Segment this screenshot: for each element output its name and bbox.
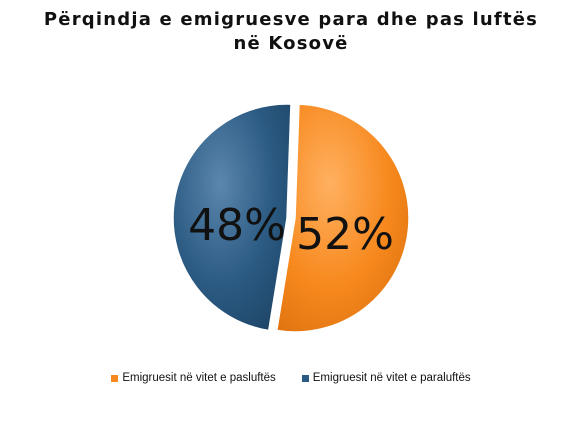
legend-label-paraluftes: Emigruesit në vitet e paraluftës bbox=[312, 372, 471, 384]
legend-item-paraluftes: Emigruesit në vitet e paraluftës bbox=[301, 372, 471, 384]
pie-slice-2 bbox=[172, 103, 292, 332]
chart-title-line-1: Përqindja e emigruesve para dhe pas luft… bbox=[43, 9, 539, 30]
chart-title-line-2: në Kosovë bbox=[233, 33, 349, 54]
legend-label-pasluftes: Emigruesit në vitet e pasluftës bbox=[122, 372, 276, 384]
legend-item-pasluftes: Emigruesit në vitet e pasluftës bbox=[111, 372, 276, 384]
pie-slice-label-1: 52% bbox=[296, 209, 394, 260]
legend: Emigruesit në vitet e pasluftës Emigrues… bbox=[0, 372, 582, 384]
legend-swatch-orange bbox=[111, 374, 119, 382]
legend-swatch-blue bbox=[301, 374, 309, 382]
chart-title: Përqindja e emigruesve para dhe pas luft… bbox=[0, 8, 582, 56]
pie-slice-1 bbox=[275, 103, 410, 333]
pie-slice-label-2: 48% bbox=[188, 200, 286, 251]
